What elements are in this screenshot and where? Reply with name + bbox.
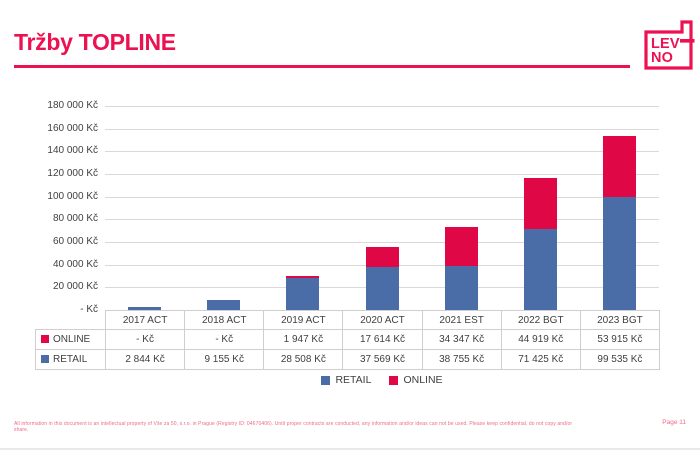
table-column-header: 2020 ACT <box>342 310 423 330</box>
gridline <box>105 219 659 221</box>
bar-online-2020-act <box>365 247 399 268</box>
confidentiality-disclaimer: All information in this document is an i… <box>14 421 573 433</box>
chart-legend: RETAIL ONLINE <box>105 373 659 387</box>
bar-retail-2020-act <box>365 267 399 310</box>
bar-online-2021-est <box>444 227 478 267</box>
y-axis-tick-label: 120 000 Kč <box>47 168 98 179</box>
table-column-header: 2019 ACT <box>263 310 344 330</box>
gridline <box>105 106 659 107</box>
page-title: Tržby TOPLINE <box>14 29 176 55</box>
table-column-header: 2018 ACT <box>184 310 265 330</box>
table-value-cell: 37 569 Kč <box>342 349 423 370</box>
series-swatch-retail <box>41 355 49 363</box>
table-row-header-retail: RETAIL <box>35 349 106 370</box>
legend-label-retail: RETAIL <box>335 374 372 386</box>
y-axis-tick-label: 100 000 Kč <box>47 190 98 202</box>
legend-item-online: ONLINE <box>389 374 443 386</box>
bar-retail-2019-act <box>286 277 320 310</box>
table-value-cell: 38 755 Kč <box>421 349 502 370</box>
gridline <box>105 196 659 198</box>
table-value-cell: 1 947 Kč <box>263 329 344 350</box>
legend-swatch-online <box>389 375 399 385</box>
table-value-cell: 28 508 Kč <box>263 349 344 370</box>
gridline <box>105 128 659 130</box>
table-row-header-online: ONLINE <box>35 329 106 350</box>
page-number: Page 11 <box>662 419 686 426</box>
y-axis-tick-label: 40 000 Kč <box>52 258 98 270</box>
table-column-header: 2022 BGT <box>500 310 581 330</box>
bar-retail-2022-bgt <box>523 229 557 310</box>
legend-item-retail: RETAIL <box>321 374 371 386</box>
chart-data-table: 2017 ACT 2018 ACT 2019 ACT 2020 ACT 2021 EST… <box>35 310 661 370</box>
table-value-cell: 53 915 Kč <box>579 329 661 350</box>
svg-text:NO: NO <box>651 50 673 66</box>
gridline <box>105 242 659 243</box>
legend-swatch-retail <box>321 375 331 385</box>
bar-online-2023-bgt <box>602 136 636 198</box>
table-column-header: 2021 EST <box>421 310 502 330</box>
gridline <box>105 151 659 153</box>
series-swatch-online <box>41 335 49 343</box>
table-value-cell: 44 919 Kč <box>500 329 581 350</box>
y-axis: 180 000 Kč 160 000 Kč 140 000 Kč 120 000 Kč… <box>0 100 100 315</box>
y-axis-tick-label: 160 000 Kč <box>47 122 98 134</box>
y-axis-tick-label: 80 000 Kč <box>52 213 98 225</box>
gridline <box>105 174 659 175</box>
stacked-bar-plot-area <box>105 106 659 310</box>
bar-retail-2023-bgt <box>602 197 636 310</box>
y-axis-tick-label: 180 000 Kč <box>47 100 98 111</box>
table-value-cell: 2 844 Kč <box>104 349 186 370</box>
bar-retail-2021-est <box>444 266 478 310</box>
bar-retail-2017-act <box>128 306 162 310</box>
table-value-cell: 99 535 Kč <box>579 349 661 370</box>
y-axis-tick-label: 60 000 Kč <box>52 236 98 247</box>
table-value-cell: 34 347 Kč <box>421 329 502 350</box>
chart-data-table-grid: 2017 ACT 2018 ACT 2019 ACT 2020 ACT 2021 EST… <box>35 310 661 370</box>
table-value-cell: 71 425 Kč <box>500 349 581 370</box>
legend-label-online: ONLINE <box>403 374 443 386</box>
slide-bottom-edge <box>0 448 700 450</box>
bar-online-2019-act <box>286 275 320 278</box>
table-value-cell: - Kč <box>184 329 265 350</box>
table-column-header: 2017 ACT <box>104 310 186 330</box>
y-axis-tick-label: 20 000 Kč <box>52 281 98 293</box>
y-axis-tick-label: - Kč <box>80 304 98 315</box>
bar-retail-2018-act <box>207 299 241 310</box>
bar-online-2022-bgt <box>523 178 557 230</box>
table-value-cell: 9 155 Kč <box>184 349 265 370</box>
y-axis-tick-label: 140 000 Kč <box>47 145 98 157</box>
svg-text:LEV: LEV <box>651 36 680 52</box>
levno-logo: LEV NO <box>643 18 695 72</box>
title-underline <box>14 65 630 68</box>
table-value-cell: - Kč <box>104 329 186 350</box>
table-corner-cell <box>36 311 106 330</box>
levno-logo-mark: LEV NO <box>644 20 695 70</box>
table-column-header: 2023 BGT <box>579 310 661 330</box>
table-value-cell: 17 614 Kč <box>342 329 423 350</box>
